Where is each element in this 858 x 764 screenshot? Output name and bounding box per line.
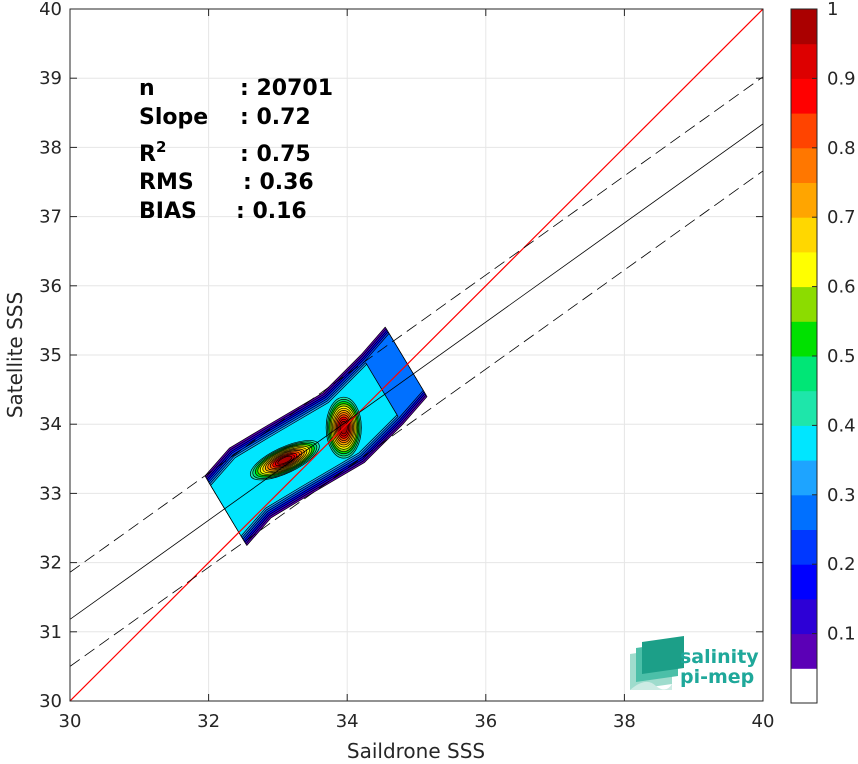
y-axis-ticks: 30 31 32 33 34 35 36 37 38 39 40	[39, 0, 763, 712]
x-axis-label: Saildrone SSS	[347, 739, 485, 763]
colorbar-tick-label: 1	[827, 0, 838, 20]
density-contours	[204, 326, 428, 546]
fit-upper-band	[70, 76, 763, 573]
x-tick-label: 36	[474, 711, 497, 732]
y-axis-label: Satellite SSS	[3, 292, 27, 418]
colorbar-segment	[791, 321, 817, 357]
colorbar-segment	[791, 113, 817, 149]
y-tick-label: 31	[39, 622, 62, 643]
x-tick-label: 32	[197, 711, 220, 732]
identity-line	[70, 9, 763, 701]
colorbar-segment	[791, 217, 817, 253]
y-tick-label: 35	[39, 345, 62, 366]
stat-value: : 0.72	[240, 105, 311, 130]
colorbar-tick-label: 0.1	[827, 624, 856, 645]
colorbar: 0.1 0.2 0.3 0.4 0.5 0.6 0.7 0.8 0.9 1	[790, 0, 856, 704]
colorbar-tick-label: 0.8	[827, 138, 856, 159]
stat-value: : 0.36	[243, 170, 314, 195]
logo-text-line2: pi-mep	[680, 666, 754, 688]
stat-label: Slope	[139, 105, 208, 130]
y-tick-label: 30	[39, 691, 62, 712]
colorbar-segment	[791, 356, 817, 392]
y-tick-label: 34	[39, 414, 62, 435]
colorbar-segment	[791, 529, 817, 565]
colorbar-segment	[791, 182, 817, 218]
colorbar-tick-label: 0.6	[827, 277, 856, 298]
colorbar-segment	[791, 251, 817, 288]
colorbar-segment	[791, 460, 817, 496]
colorbar-tick-label: 0.5	[827, 346, 856, 367]
y-tick-label: 40	[39, 0, 62, 20]
colorbar-segment	[791, 286, 817, 322]
x-tick-label: 40	[752, 711, 775, 732]
colorbar-segment	[791, 425, 817, 461]
y-tick-label: 39	[39, 68, 62, 89]
x-tick-label: 30	[59, 711, 82, 732]
colorbar-segment	[791, 147, 817, 183]
grid	[69, 8, 764, 702]
x-tick-label: 34	[336, 711, 359, 732]
y-tick-label: 32	[39, 553, 62, 574]
y-tick-label: 37	[39, 207, 62, 228]
colorbar-segment	[791, 9, 817, 45]
y-tick-label: 36	[39, 276, 62, 297]
logo-mark-icon	[630, 636, 684, 690]
colorbar-segment	[791, 494, 817, 530]
stat-label: RMS	[139, 170, 194, 195]
reference-lines	[70, 9, 763, 701]
stat-value: : 0.75	[240, 142, 311, 167]
colorbar-segment	[791, 564, 817, 600]
colorbar-tick-label: 0.2	[827, 554, 856, 575]
x-tick-label: 38	[613, 711, 636, 732]
x-axis-ticks: 30 32 34 36 38 40	[59, 9, 775, 732]
colorbar-tick-label: 0.7	[827, 207, 856, 228]
stat-label: n	[139, 76, 155, 101]
y-tick-label: 33	[39, 483, 62, 504]
stat-label: BIAS	[139, 199, 197, 224]
logo: salinity pi-mep	[630, 636, 759, 690]
logo-text-line1: salinity	[680, 646, 759, 668]
y-tick-label: 38	[39, 137, 62, 158]
fit-line	[70, 123, 763, 620]
contour-peak	[277, 455, 293, 465]
stat-value: : 0.16	[236, 199, 307, 224]
colorbar-segment	[791, 598, 817, 635]
colorbar-segment	[791, 78, 817, 114]
colorbar-segment	[791, 390, 817, 426]
fit-lower-band	[70, 170, 763, 667]
colorbar-tick-label: 0.4	[827, 415, 856, 436]
colorbar-segment	[791, 633, 817, 669]
colorbar-tick-label: 0.3	[827, 485, 856, 506]
colorbar-tick-label: 0.9	[827, 68, 856, 89]
stat-value: : 20701	[240, 76, 333, 101]
colorbar-segment	[791, 668, 817, 704]
colorbar-segment	[791, 43, 817, 79]
